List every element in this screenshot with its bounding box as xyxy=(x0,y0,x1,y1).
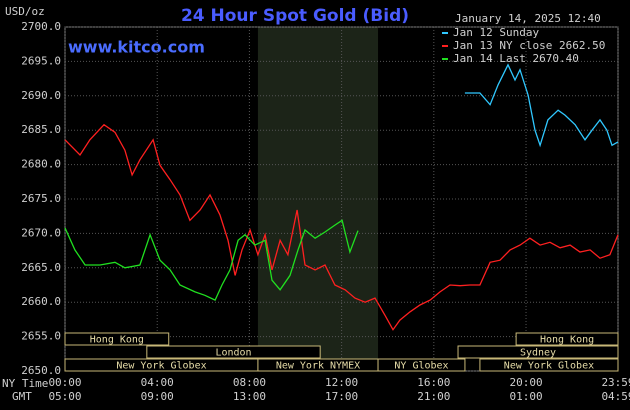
chart-title: 24 Hour Spot Gold (Bid) xyxy=(181,6,409,26)
timestamp: January 14, 2025 12:40 xyxy=(455,12,601,25)
y-tick-label: 2700.0 xyxy=(21,20,61,33)
gmt-tick-label: 05:00 xyxy=(48,390,81,403)
legend-swatch xyxy=(442,32,448,34)
y-tick-label: 2695.0 xyxy=(21,54,61,67)
session-box xyxy=(457,345,619,359)
x-tick-label: 00:00 xyxy=(48,376,81,389)
price-line xyxy=(464,63,619,148)
session-label: Hong Kong xyxy=(90,335,144,346)
gmt-tick-label: 13:00 xyxy=(233,390,266,403)
session-label: London xyxy=(215,348,251,359)
site-label: www.kitco.com xyxy=(68,38,205,57)
x-row-label: NY Time xyxy=(2,377,48,390)
legend-label: Jan 12 Sunday xyxy=(453,26,539,39)
session-label: New York Globex xyxy=(504,361,594,372)
session-label: Sydney xyxy=(520,348,556,359)
price-line xyxy=(64,219,359,301)
x-tick-label: 23:59 xyxy=(601,376,630,389)
x-tick-label: 16:00 xyxy=(417,376,450,389)
gmt-tick-label: 09:00 xyxy=(141,390,174,403)
session-label: New York Globex xyxy=(116,361,206,372)
y-tick-label: 2685.0 xyxy=(21,123,61,136)
legend-swatch xyxy=(442,58,448,60)
gmt-tick-label: 21:00 xyxy=(417,390,450,403)
x-tick-label: 08:00 xyxy=(233,376,266,389)
legend-label: Jan 13 NY close 2662.50 xyxy=(453,39,605,52)
legend-label: Jan 14 Last 2670.40 xyxy=(453,52,579,65)
session-box xyxy=(377,358,466,372)
gmt-tick-label: 04:59 xyxy=(601,390,630,403)
y-tick-label: 2680.0 xyxy=(21,158,61,171)
session-label: New York NYMEX xyxy=(276,361,360,372)
x-tick-label: 12:00 xyxy=(325,376,358,389)
session-box xyxy=(64,332,170,346)
y-tick-label: 2690.0 xyxy=(21,89,61,102)
session-box xyxy=(515,332,619,346)
gmt-tick-label: 01:00 xyxy=(509,390,542,403)
unit-label: USD/oz xyxy=(5,5,45,18)
y-tick-label: 2655.0 xyxy=(21,330,61,343)
legend-swatch xyxy=(442,45,448,47)
session-label: NY Globex xyxy=(394,361,448,372)
y-tick-label: 2675.0 xyxy=(21,192,61,205)
y-tick-label: 2650.0 xyxy=(21,364,61,377)
gmt-tick-label: 17:00 xyxy=(325,390,358,403)
y-tick-label: 2665.0 xyxy=(21,261,61,274)
x-row-label: GMT xyxy=(12,390,32,403)
y-tick-label: 2660.0 xyxy=(21,295,61,308)
session-label: Hong Kong xyxy=(540,335,594,346)
session-box xyxy=(479,358,619,372)
y-tick-label: 2670.0 xyxy=(21,226,61,239)
x-tick-label: 20:00 xyxy=(509,376,542,389)
x-tick-label: 04:00 xyxy=(141,376,174,389)
session-box xyxy=(146,345,321,359)
price-line xyxy=(64,123,619,331)
